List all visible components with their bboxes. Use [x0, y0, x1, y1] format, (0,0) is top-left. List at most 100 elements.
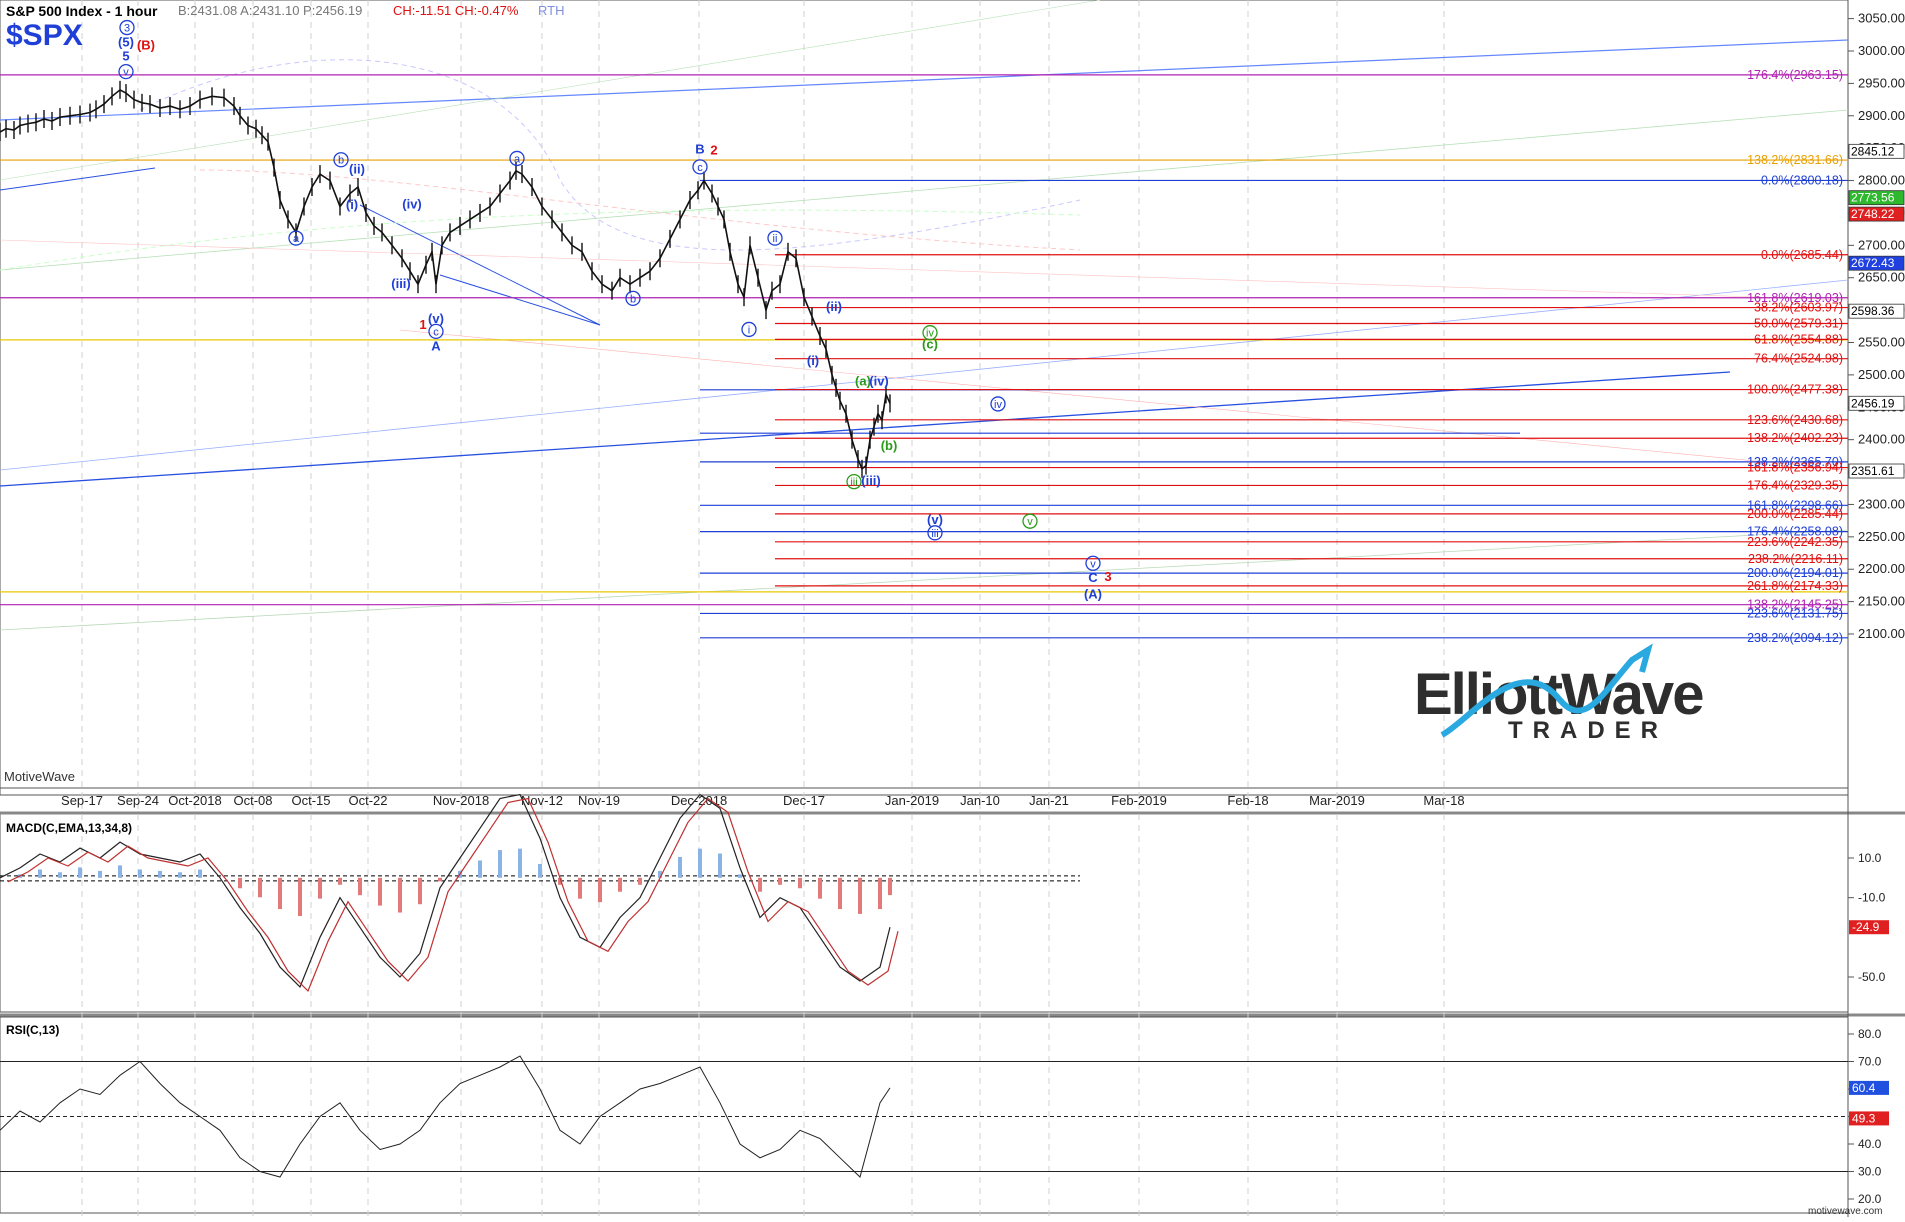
- wave-label-circle: [119, 19, 135, 36]
- macd-histogram-bar: [138, 869, 142, 878]
- macd-histogram-bar: [558, 877, 562, 885]
- fib-levels: 176.4%(2963.15) 138.2%(2831.66) 0.0%(2800.…: [0, 68, 1848, 645]
- trend-line: [399, 329, 1849, 471]
- x-tick-label: Jan-2019: [885, 793, 939, 808]
- price-badge-label: 2845.12: [1851, 144, 1895, 158]
- y-tick-label: 2650.00: [1858, 270, 1905, 285]
- wave-label-circle: [625, 290, 641, 306]
- macd-y-tick-label: 10.0: [1858, 851, 1882, 865]
- trend-line: [0, 167, 156, 191]
- wave-label-circle: [333, 152, 349, 168]
- wave-label: iv: [926, 328, 934, 340]
- wave-label-circle: [741, 321, 757, 338]
- wave-label-circle: [922, 325, 938, 341]
- y-tick-label: 2900.00: [1858, 108, 1905, 123]
- macd-histogram-bar: [758, 877, 762, 892]
- logo-wave-swoosh: [1440, 643, 1653, 738]
- wave-label: (iv): [869, 373, 889, 388]
- macd-histogram-bar: [98, 870, 102, 878]
- macd-series: 10.0 -10.0 -50.0 -24.9: [0, 793, 1889, 992]
- fib-level-label: 76.4%(2524.98): [1754, 352, 1843, 366]
- wave-label: (i): [346, 197, 358, 212]
- macd-histogram-bar: [878, 877, 882, 910]
- rsi-panel-frame: [0, 1016, 1849, 1214]
- trend-line: [0, 371, 1731, 487]
- wave-label-circle: [118, 63, 134, 80]
- fib-level-label: 200.0%(2194.01): [1747, 566, 1843, 580]
- fib-level-label: 176.4%(2258.08): [1747, 525, 1843, 539]
- macd-histogram-bar: [638, 877, 642, 885]
- x-tick-label: Mar-2019: [1309, 793, 1365, 808]
- macd-histogram-bar: [198, 869, 202, 878]
- fib-level-label: 161.8%(2619.03): [1747, 291, 1843, 305]
- rsi-y-tick-label: 70.0: [1858, 1055, 1882, 1069]
- wave-label-circle: [428, 323, 444, 340]
- macd-histogram-bar: [338, 877, 342, 885]
- trend-line: [0, 39, 1849, 121]
- wave-label: v: [1090, 558, 1096, 570]
- wave-label: iii: [850, 477, 857, 489]
- fib-level-label: 38.2%(2603.97): [1754, 301, 1843, 315]
- macd-histogram-bar: [78, 867, 82, 878]
- macd-histogram-bar: [498, 850, 502, 878]
- wave-label: A: [431, 338, 441, 353]
- macd-histogram-bar: [278, 877, 282, 910]
- price-badge-label: 2598.36: [1851, 304, 1895, 318]
- macd-histogram-bar: [718, 853, 722, 878]
- trend-curve: [139, 59, 1081, 251]
- wave-label: (b): [881, 438, 898, 453]
- rsi-y-tick-label: 80.0: [1858, 1027, 1882, 1041]
- macd-histogram-bar: [778, 877, 782, 885]
- macd-histogram-bar: [658, 870, 662, 878]
- macd-value-badge: [1849, 920, 1889, 935]
- wave-label: C: [1088, 570, 1098, 585]
- rsi-value-label: 60.4: [1852, 1081, 1876, 1095]
- macd-histogram-bar: [738, 874, 742, 878]
- wave-label: (iv): [402, 196, 422, 211]
- trend-curve: [0, 209, 1081, 271]
- price-badge: [1848, 143, 1905, 159]
- wave-label-circle: [927, 525, 943, 541]
- wave-label-circle: [846, 474, 862, 490]
- fib-level-label: 100.0%(2477.38): [1747, 383, 1843, 397]
- x-tick-label: Feb-18: [1227, 793, 1268, 808]
- wave-label-circle: [288, 230, 304, 246]
- fib-level-label: 161.8%(2356.94): [1747, 461, 1843, 475]
- rsi-series: 80.070.060.050.040.030.020.060.449.3: [0, 1027, 1889, 1206]
- macd-histogram-bar: [378, 877, 382, 906]
- wave-label: 3: [1104, 569, 1111, 584]
- macd-histogram-bar: [58, 872, 62, 878]
- y-tick-label: 2200.00: [1858, 561, 1905, 576]
- x-tick-label: Sep-17: [61, 793, 103, 808]
- wave-label: (ii): [826, 299, 842, 314]
- fib-level-label: 238.2%(2216.11): [1748, 552, 1843, 566]
- y-tick-label: 2400.00: [1858, 432, 1905, 447]
- macd-histogram-bar: [178, 872, 182, 878]
- price-line: [0, 88, 891, 471]
- wave-label: B: [695, 141, 704, 156]
- macd-histogram-bar: [518, 848, 522, 878]
- trend-line: [359, 204, 601, 326]
- wave-label: ii: [773, 233, 778, 245]
- price-badge-label: 2773.56: [1851, 191, 1895, 205]
- wave-label: (B): [137, 38, 155, 53]
- fib-level-label: 176.4%(2329.35): [1747, 478, 1843, 492]
- wave-label-circle: [1085, 555, 1101, 571]
- wave-label: i: [748, 324, 750, 336]
- trend-line: [439, 274, 601, 326]
- x-tick-label: Jan-21: [1029, 793, 1069, 808]
- wave-label: c: [697, 162, 703, 174]
- wave-label-circle: [692, 159, 708, 175]
- chart-title: S&P 500 Index - 1 hour: [6, 3, 158, 19]
- wave-label: (iii): [861, 473, 881, 488]
- fib-level-label: 176.4%(2963.15): [1747, 68, 1843, 82]
- macd-histogram-bar: [258, 877, 262, 898]
- wave-label: (A): [1084, 586, 1102, 601]
- macd-histogram-bar: [298, 877, 302, 917]
- macd-histogram-bar: [798, 877, 802, 889]
- macd-histogram-bar: [598, 877, 602, 903]
- chart-symbol: $SPX: [6, 19, 83, 52]
- x-tick-label: Nov-12: [521, 793, 563, 808]
- fib-level-label: 61.8%(2554.88): [1754, 332, 1843, 346]
